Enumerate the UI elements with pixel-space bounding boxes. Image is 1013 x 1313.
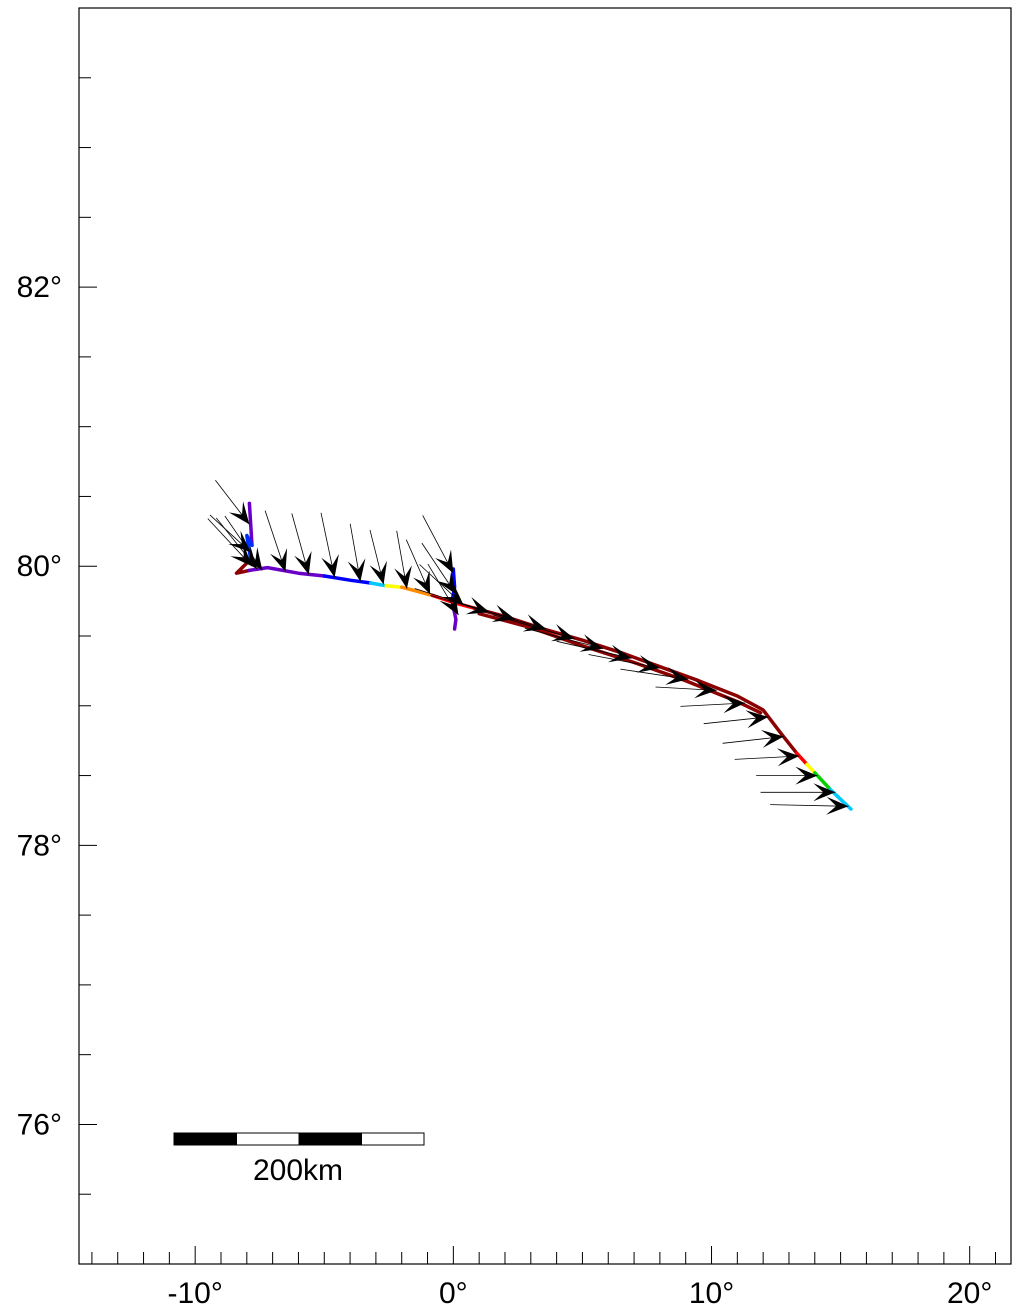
track-segment — [384, 584, 404, 589]
y-tick-label: 82° — [17, 271, 62, 304]
vector-arrowhead — [665, 667, 689, 685]
vector-arrowhead — [776, 748, 800, 767]
track-segment — [805, 762, 817, 775]
wind-vector — [320, 512, 339, 578]
wind-vector — [734, 748, 800, 767]
y-tick-label: 76° — [17, 1108, 62, 1141]
vector-arrowhead — [760, 730, 784, 748]
vector-arrowhead — [722, 695, 746, 714]
vector-shaft — [524, 627, 604, 649]
wind-vector — [224, 515, 263, 571]
vector-arrowhead — [394, 565, 412, 589]
vector-arrowhead — [608, 644, 632, 663]
wind-vector — [588, 654, 660, 673]
scale-bar-segment — [298, 1132, 362, 1146]
vector-shaft — [464, 604, 547, 630]
wind-vector — [405, 539, 431, 595]
x-tick-label: 0° — [439, 1277, 468, 1310]
wind-vector — [369, 529, 387, 585]
x-tick-label: 20° — [947, 1277, 992, 1310]
track-segment — [368, 581, 388, 588]
scale-bar-label: 200km — [253, 1154, 343, 1187]
vector-arrowhead — [522, 614, 547, 632]
wind-vector — [492, 614, 575, 642]
y-tick-label: 78° — [17, 829, 62, 862]
x-tick-label: -10° — [167, 1277, 222, 1310]
vector-arrowhead — [826, 796, 849, 815]
vector-arrowhead — [491, 604, 516, 622]
wind-vector — [464, 604, 547, 632]
scale-bar-segment — [236, 1132, 300, 1146]
vector-arrowhead — [694, 680, 717, 699]
vector-arrowhead — [579, 634, 604, 652]
wind-vector — [264, 510, 288, 572]
scale-bar-segment — [173, 1132, 237, 1146]
track-segment — [234, 557, 253, 575]
wind-vector — [620, 667, 689, 685]
map-frame — [78, 7, 1012, 1265]
vector-arrowhead — [795, 766, 818, 785]
scale-bar-segment — [361, 1132, 425, 1146]
wind-vector — [419, 564, 464, 606]
vector-arrowhead — [745, 710, 769, 729]
vector-arrowhead — [294, 551, 312, 575]
wind-vector — [291, 513, 312, 575]
wind-vector — [422, 515, 454, 574]
wind-vector — [556, 640, 632, 663]
vector-arrowhead — [441, 583, 464, 606]
vector-arrowhead — [813, 783, 836, 802]
scale-bar: 200km — [173, 1132, 425, 1187]
y-tick-label: 80° — [17, 550, 62, 583]
wind-vector — [722, 730, 784, 748]
vector-shaft — [492, 614, 575, 640]
vector-shaft — [770, 804, 849, 807]
vector-arrowhead — [347, 558, 366, 582]
track-segment — [247, 565, 327, 578]
vector-arrowhead — [321, 554, 339, 578]
wind-vector — [524, 627, 604, 652]
wind-vector — [215, 479, 250, 525]
vector-arrowhead — [228, 530, 251, 553]
axis-ticks — [79, 7, 997, 1265]
vector-arrowhead — [636, 655, 660, 673]
wind-vector — [756, 766, 818, 785]
wind-vector — [760, 783, 836, 802]
vector-arrowhead — [270, 548, 288, 572]
vector-arrowhead — [436, 570, 456, 595]
vector-arrowhead — [369, 560, 387, 585]
wind-vector — [655, 680, 717, 699]
wind-vector — [770, 796, 849, 815]
vector-arrowhead — [242, 547, 263, 571]
vector-arrowhead — [551, 624, 575, 642]
axis-tick-labels: -10° 0° 10° 20° 76° 78° 80° 82° — [17, 271, 993, 1310]
vector-arrowhead — [465, 597, 490, 615]
wind-vector — [421, 542, 457, 595]
wind-vector — [394, 530, 412, 589]
track-segment — [794, 751, 809, 767]
track-segment — [322, 574, 373, 585]
track-segment — [247, 501, 254, 548]
vector-arrowhead — [228, 501, 250, 525]
wind-vectors — [207, 479, 849, 815]
wind-vector — [680, 695, 746, 714]
vector-arrowhead — [413, 570, 431, 595]
wind-vector — [703, 710, 769, 729]
x-tick-label: 10° — [689, 1277, 734, 1310]
wind-vector — [347, 523, 366, 582]
vector-arrowhead — [435, 549, 454, 574]
vector-shaft — [556, 640, 632, 659]
